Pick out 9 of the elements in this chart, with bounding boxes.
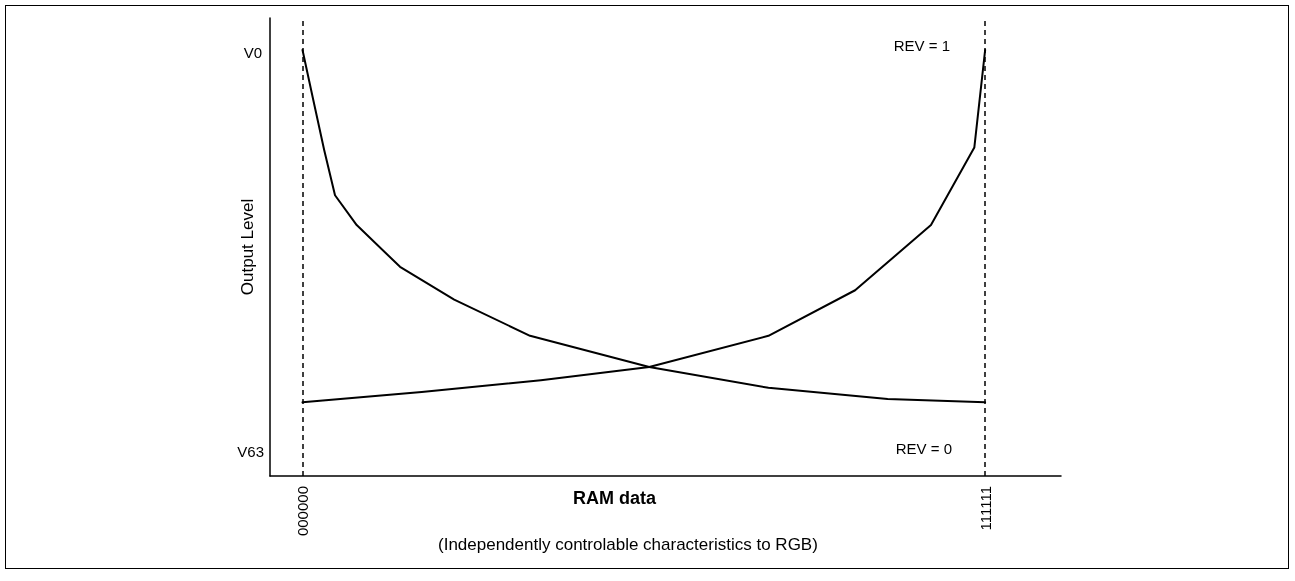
x-tick-label: 000000	[294, 486, 312, 537]
text: V0	[243, 44, 263, 61]
text: (Independently controlable characteristics to RGB)	[438, 535, 818, 554]
x-tick-label: 111111	[976, 486, 994, 531]
x-axis-title: RAM data	[573, 488, 657, 508]
annotation: REV = 1	[893, 37, 950, 54]
y-axis-title: Output Level	[238, 198, 257, 296]
annotation: REV = 0	[895, 440, 952, 457]
text: V63	[237, 443, 265, 460]
